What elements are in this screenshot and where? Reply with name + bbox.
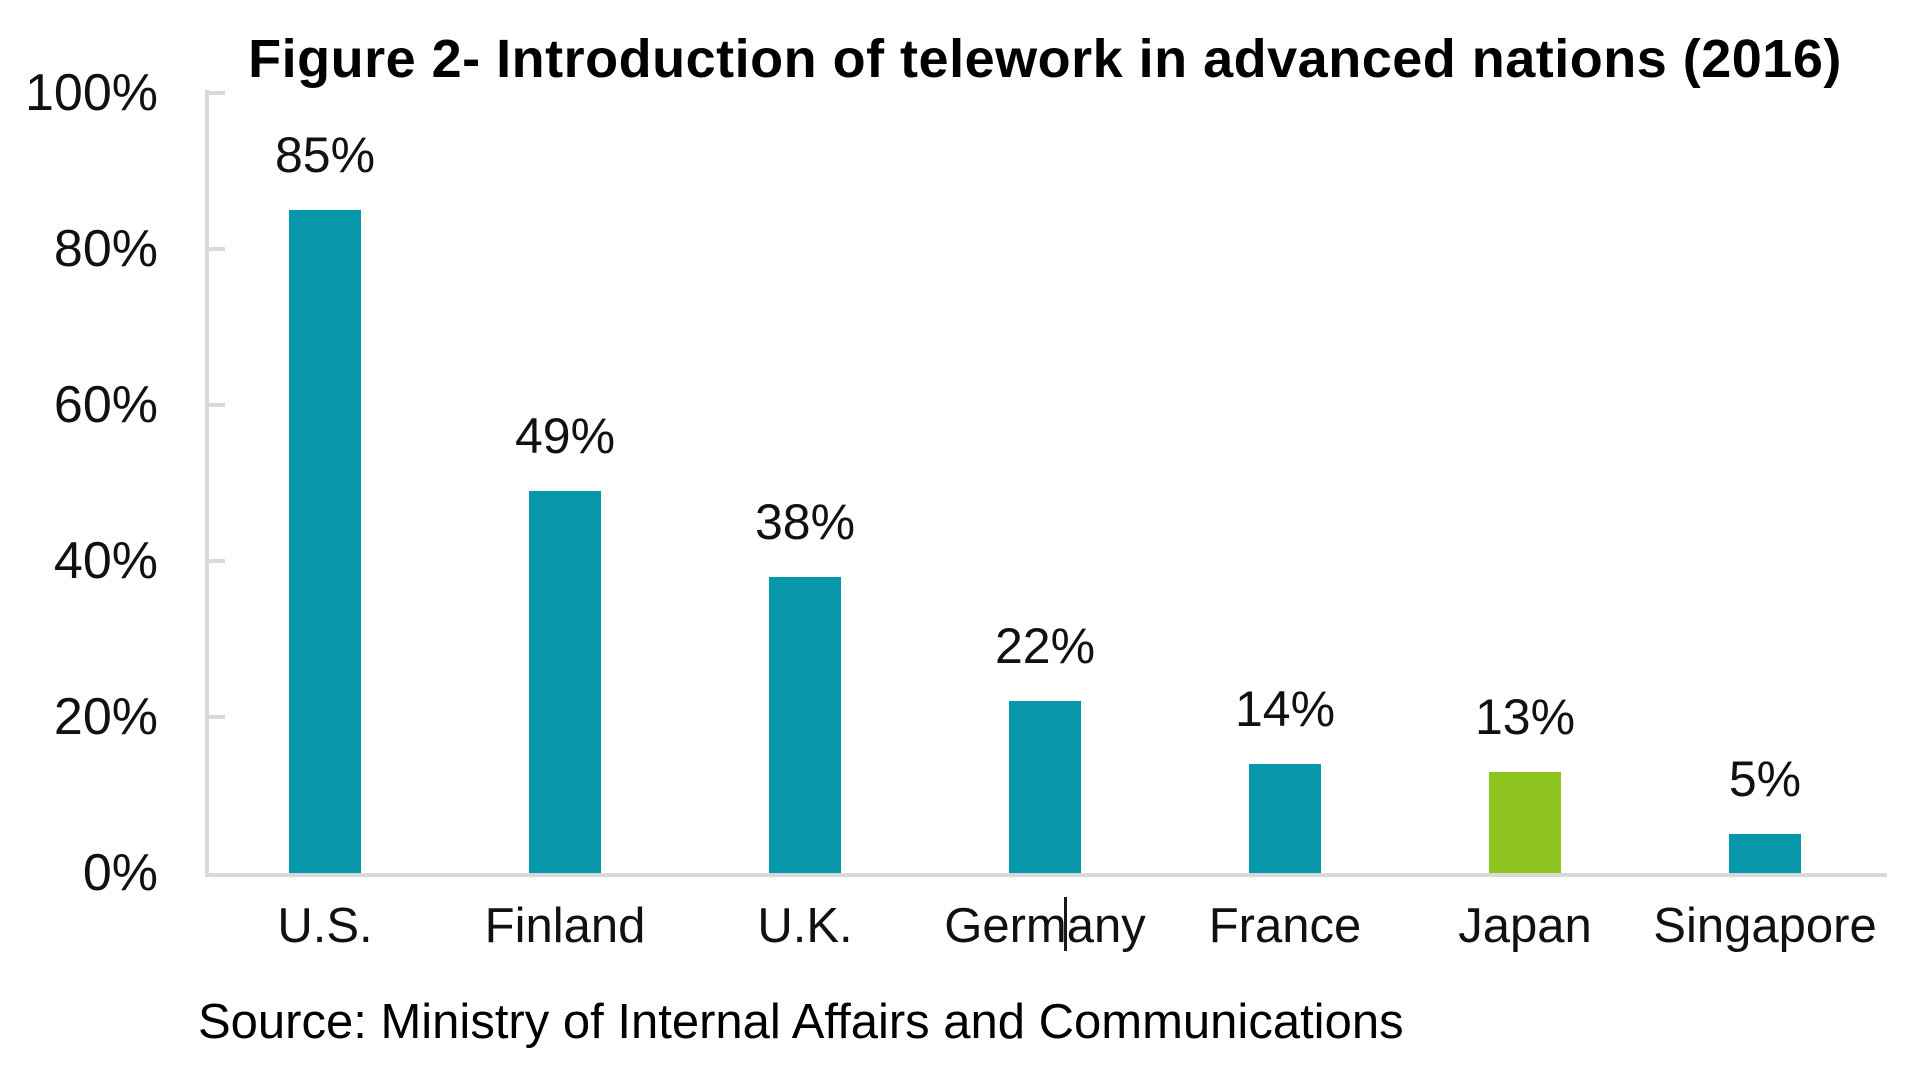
y-axis-tick-label: 100% bbox=[25, 64, 158, 122]
y-axis-tick-label: 0% bbox=[82, 844, 158, 902]
x-axis-category-label: Germany bbox=[944, 899, 1146, 953]
chart-title: Figure 2- Introduction of telework in ad… bbox=[248, 29, 1842, 89]
x-axis-category-label: U.S. bbox=[277, 899, 373, 953]
y-axis-tick-mark bbox=[207, 247, 225, 251]
bar-finland bbox=[529, 490, 601, 873]
bar-uk bbox=[769, 576, 841, 873]
x-axis-category-label: Japan bbox=[1458, 899, 1592, 953]
bar-france bbox=[1249, 763, 1321, 873]
y-axis-tick-label: 40% bbox=[53, 532, 158, 590]
bar-value-label: 49% bbox=[514, 407, 616, 464]
bar-germany bbox=[1009, 701, 1081, 873]
bar-us bbox=[289, 210, 361, 873]
x-axis-category-label: Finland bbox=[484, 899, 646, 953]
text-cursor-artifact bbox=[1064, 897, 1067, 951]
x-axis-category-label: U.K. bbox=[757, 899, 853, 953]
y-axis-line bbox=[205, 90, 209, 877]
y-axis-tick-mark bbox=[207, 715, 225, 719]
bar-value-label: 22% bbox=[994, 618, 1096, 675]
bar-value-label: 13% bbox=[1474, 688, 1576, 745]
x-axis-category-label: France bbox=[1208, 899, 1362, 953]
bar-value-label: 85% bbox=[274, 127, 376, 183]
x-axis-category-label: Singapore bbox=[1653, 899, 1877, 953]
source-note: Source: Ministry of Internal Affairs and… bbox=[198, 995, 1404, 1049]
bar-japan bbox=[1489, 771, 1561, 873]
y-axis-tick-mark bbox=[207, 91, 225, 95]
y-axis-tick-label: 80% bbox=[53, 220, 158, 278]
bar-singapore bbox=[1729, 834, 1801, 873]
y-axis-tick-label: 20% bbox=[53, 688, 158, 746]
y-axis-tick-mark bbox=[207, 403, 225, 407]
x-axis-line bbox=[205, 873, 1887, 877]
bar-value-label: 38% bbox=[754, 493, 856, 550]
bar-value-label: 14% bbox=[1234, 680, 1336, 737]
y-axis-tick-label: 60% bbox=[53, 376, 158, 434]
y-axis-tick-mark bbox=[207, 559, 225, 563]
bar-value-label: 5% bbox=[1728, 751, 1802, 807]
